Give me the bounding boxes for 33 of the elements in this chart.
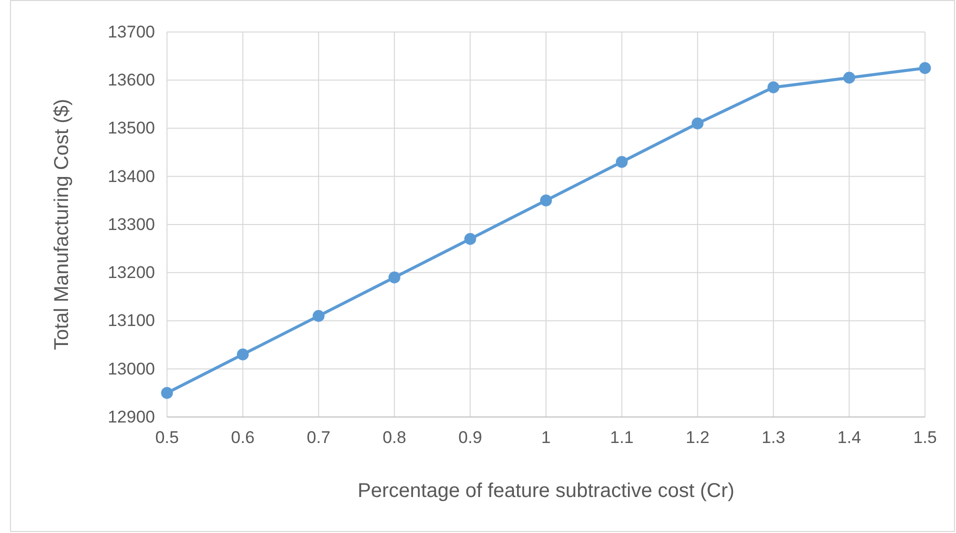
y-tick-label: 13000 — [108, 359, 155, 378]
y-tick-label: 12900 — [108, 407, 155, 426]
point — [919, 62, 931, 74]
point — [843, 72, 856, 84]
point — [236, 348, 249, 360]
y-axis-title: Total Manufacturing Cost ($) — [51, 98, 73, 350]
point — [388, 272, 400, 284]
x-tick-label: 1.2 — [686, 428, 710, 448]
x-tick-label: 0.6 — [230, 428, 255, 448]
x-tick-label: 1.5 — [913, 428, 937, 448]
point — [464, 233, 476, 245]
x-tick-label: 1 — [541, 428, 551, 448]
point — [616, 156, 628, 168]
y-tick-label: 13200 — [108, 263, 155, 282]
y-tick-label: 13100 — [108, 311, 155, 330]
y-tick-label: 13700 — [108, 22, 155, 42]
point — [161, 387, 173, 399]
x-tick-label: 1.1 — [610, 428, 634, 448]
x-tick-label: 0.5 — [155, 428, 179, 448]
point — [540, 194, 552, 206]
y-tick-label: 13600 — [108, 70, 155, 90]
y-tick-label: 13400 — [108, 166, 155, 186]
x-tick-label: 0.7 — [306, 428, 330, 448]
x-axis-title: Percentage of feature subtractive cost (Cr) — [358, 480, 734, 502]
point — [312, 310, 325, 322]
x-tick-label: 1.4 — [837, 428, 862, 448]
x-tick-label: 0.8 — [382, 428, 406, 448]
point — [692, 118, 704, 130]
point — [767, 81, 780, 94]
y-tick-label: 13500 — [108, 118, 155, 138]
x-tick-label: 1.3 — [762, 428, 786, 448]
y-tick-label: 13300 — [108, 214, 155, 234]
x-tick-label: 0.9 — [458, 428, 482, 448]
